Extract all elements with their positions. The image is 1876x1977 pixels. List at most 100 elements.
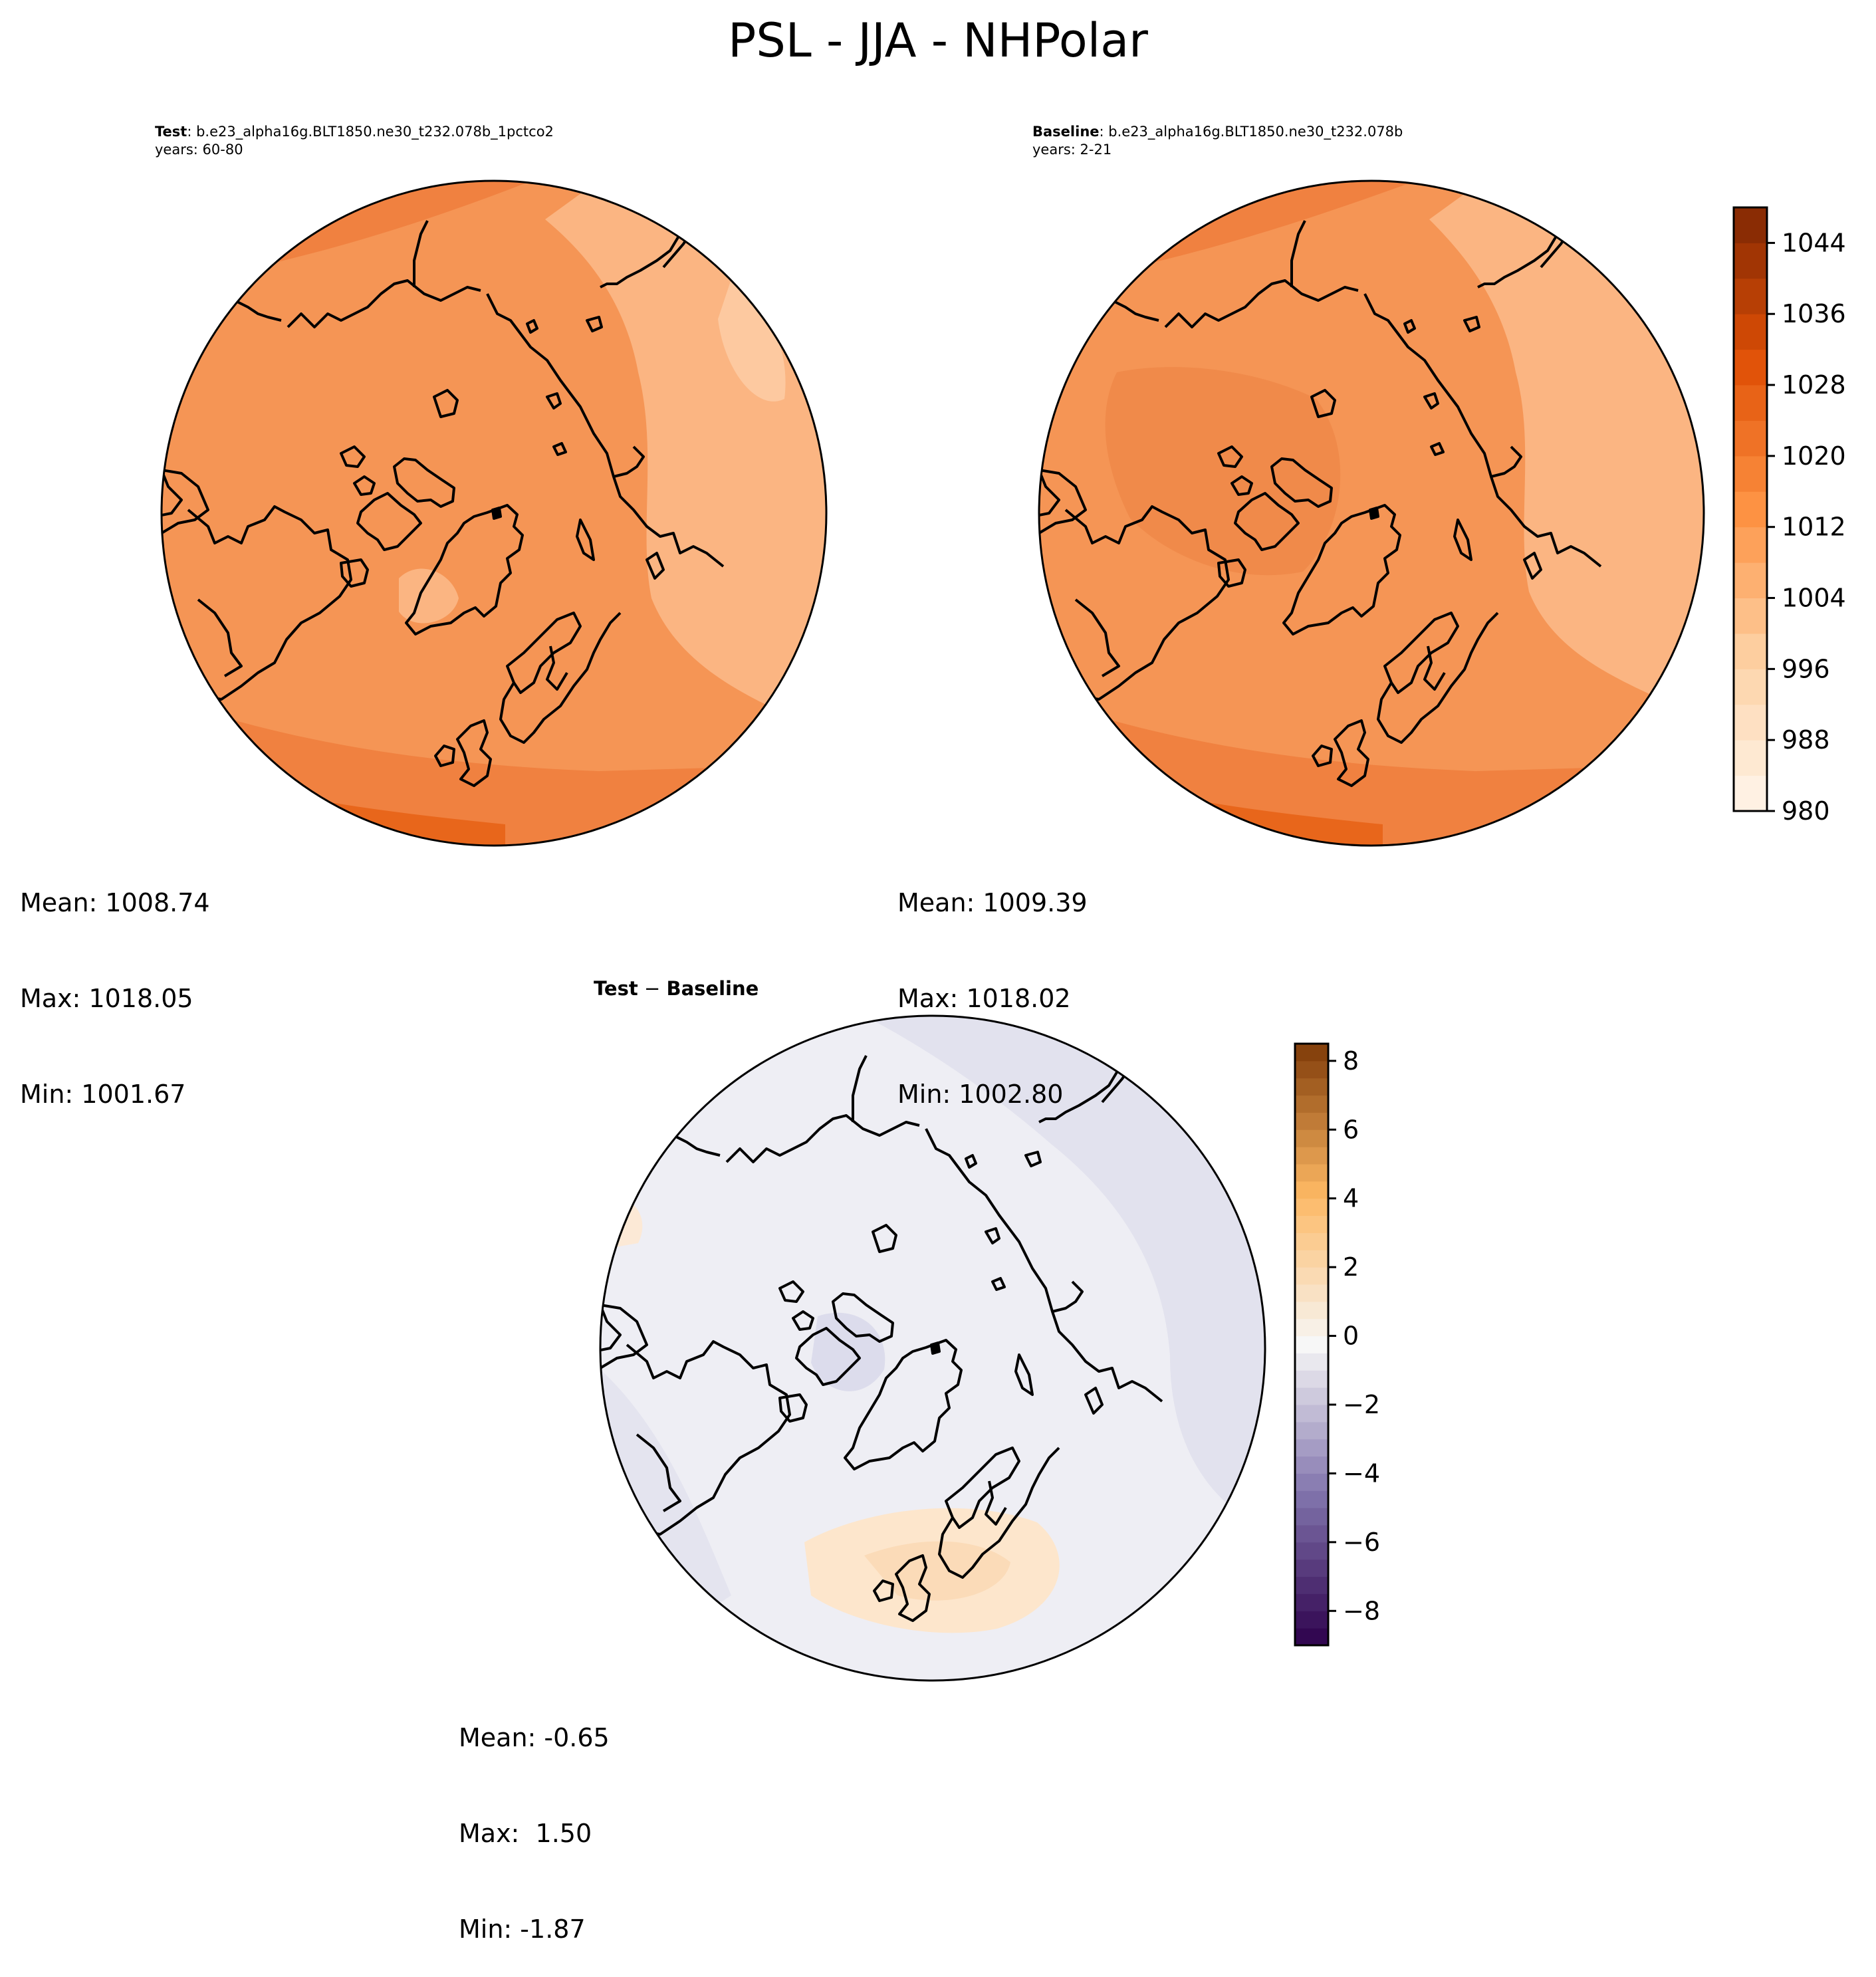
colorbar-segment <box>1295 1129 1328 1147</box>
colorbar-segment <box>1295 1250 1328 1268</box>
diff-panel-title: Test − Baseline <box>594 977 759 1000</box>
colorbar-segment <box>1734 775 1767 812</box>
colorbar-tick-label: 1004 <box>1782 584 1846 613</box>
colorbar-segment <box>1734 243 1767 279</box>
colorbar-segment <box>1295 1439 1328 1457</box>
diff-map-boundary <box>599 1014 1266 1682</box>
baseline-label: Baseline <box>1032 124 1100 140</box>
diff-field-negative-east <box>864 1016 1265 1529</box>
colorbar-segment <box>1295 1559 1328 1577</box>
test-panel-title: Test: b.e23_alpha16g.BLT1850.ne30_t232.0… <box>155 123 554 159</box>
colorbar-segment <box>1734 420 1767 457</box>
colorbar-segment <box>1295 1611 1328 1629</box>
colorbar-tick-label: 996 <box>1782 654 1830 683</box>
baseline-panel-title: Baseline: b.e23_alpha16g.BLT1850.ne30_t2… <box>1032 123 1403 159</box>
diff-stats: Mean: -0.65 Max: 1.50 Min: -1.87 <box>459 1658 610 1977</box>
colorbar-tick-label: 0 <box>1343 1322 1359 1351</box>
test-field-lightest-east <box>718 279 786 402</box>
colorbar-segment <box>1734 278 1767 314</box>
baseline-stats: Mean: 1009.39 Max: 1018.02 Min: 1002.80 <box>897 823 1088 1142</box>
colorbar-segment <box>1734 455 1767 492</box>
diff-label-test: Test <box>594 977 638 1000</box>
baseline-mean: Mean: 1009.39 <box>897 888 1088 917</box>
field-colorbar: 980 988 996 1004 1012 1020 1028 1036 1044 <box>1732 206 1846 826</box>
baseline-field-light-east <box>1429 181 1704 718</box>
colorbar-segment <box>1734 562 1767 599</box>
colorbar-segment <box>1734 669 1767 705</box>
colorbar-tick-label: −6 <box>1343 1528 1380 1557</box>
figure-title: PSL - JJA - NHPolar <box>728 13 1148 68</box>
colorbar-segment <box>1295 1576 1328 1594</box>
colorbar-tick-label: −4 <box>1343 1458 1380 1488</box>
colorbar-segment <box>1734 740 1767 776</box>
colorbar-tick-label: 1012 <box>1782 513 1846 542</box>
colorbar-tick-label: −2 <box>1343 1390 1380 1419</box>
colorbar-segment <box>1734 491 1767 528</box>
baseline-min: Min: 1002.80 <box>897 1080 1064 1109</box>
diff-operator: − <box>638 977 667 1000</box>
colorbar-segment <box>1295 1508 1328 1526</box>
baseline-max: Max: 1018.02 <box>897 984 1071 1013</box>
test-max: Max: 1018.05 <box>20 984 193 1013</box>
diff-min: Min: -1.87 <box>459 1915 586 1944</box>
colorbar-frame <box>1732 206 1768 812</box>
colorbar-tick-label: 1020 <box>1782 441 1846 471</box>
colorbar-segment <box>1295 1318 1328 1337</box>
baseline-years: years: 2-21 <box>1032 142 1112 158</box>
colorbar-segment <box>1295 1044 1328 1062</box>
diff-map <box>599 1014 1266 1682</box>
colorbar-segment <box>1295 1473 1328 1491</box>
baseline-case-name: : b.e23_alpha16g.BLT1850.ne30_t232.078b <box>1099 124 1403 140</box>
test-mean: Mean: 1008.74 <box>20 888 210 917</box>
colorbar-segment <box>1734 385 1767 421</box>
colorbar-segment <box>1295 1525 1328 1543</box>
diff-colorbar: −8 −6 −4 −2 0 2 4 6 8 <box>1294 1042 1380 1647</box>
colorbar-tick-label: 4 <box>1343 1184 1359 1213</box>
colorbar-segment <box>1295 1301 1328 1320</box>
colorbar-segment <box>1295 1405 1328 1423</box>
colorbar-segment <box>1295 1421 1328 1440</box>
test-field-light-greenland <box>399 568 459 624</box>
test-map-boundary <box>160 179 828 847</box>
diff-mean: Mean: -0.65 <box>459 1723 610 1752</box>
colorbar-segment <box>1295 1353 1328 1371</box>
colorbar-segment <box>1295 1593 1328 1611</box>
colorbar-segment <box>1734 633 1767 669</box>
colorbar-tick-label: 6 <box>1343 1115 1359 1144</box>
colorbar-tick-label: 980 <box>1782 796 1830 826</box>
colorbar-segment <box>1295 1232 1328 1250</box>
test-case-name: : b.e23_alpha16g.BLT1850.ne30_t232.078b_… <box>187 124 554 140</box>
colorbar-tick-label: 1044 <box>1782 228 1846 257</box>
colorbar-segment <box>1295 1164 1328 1182</box>
colorbar-segment <box>1295 1490 1328 1508</box>
baseline-map <box>1038 179 1705 847</box>
colorbar-segment <box>1295 1060 1328 1079</box>
colorbar-tick-label: 988 <box>1782 725 1830 755</box>
baseline-map-boundary <box>1038 179 1705 847</box>
colorbar-frame <box>1294 1042 1330 1647</box>
colorbar-tick-label: 1028 <box>1782 370 1846 400</box>
colorbar-tick-label: 2 <box>1343 1252 1359 1282</box>
colorbar-segment <box>1734 314 1767 350</box>
diff-label-baseline: Baseline <box>666 977 759 1000</box>
colorbar-segment <box>1295 1215 1328 1233</box>
colorbar-segment <box>1295 1336 1328 1353</box>
colorbar-segment <box>1734 704 1767 741</box>
colorbar-tick-label: 8 <box>1343 1046 1359 1076</box>
colorbar-segment <box>1295 1456 1328 1474</box>
baseline-field-high-center <box>1105 367 1341 576</box>
colorbar-segment <box>1295 1181 1328 1199</box>
colorbar-segment <box>1295 1284 1328 1302</box>
colorbar-tick-label: 1036 <box>1782 299 1846 328</box>
test-min: Min: 1001.67 <box>20 1080 186 1109</box>
colorbar-segment <box>1734 349 1767 386</box>
diff-max: Max: 1.50 <box>459 1819 592 1848</box>
test-map <box>160 179 828 847</box>
test-stats: Mean: 1008.74 Max: 1018.05 Min: 1001.67 <box>20 823 210 1142</box>
colorbar-segment <box>1734 207 1767 243</box>
colorbar-segment <box>1295 1267 1328 1285</box>
colorbar-tick-label: −8 <box>1343 1596 1380 1625</box>
colorbar-segment <box>1295 1078 1328 1096</box>
colorbar-segment <box>1295 1112 1328 1130</box>
colorbar-segment <box>1295 1542 1328 1560</box>
